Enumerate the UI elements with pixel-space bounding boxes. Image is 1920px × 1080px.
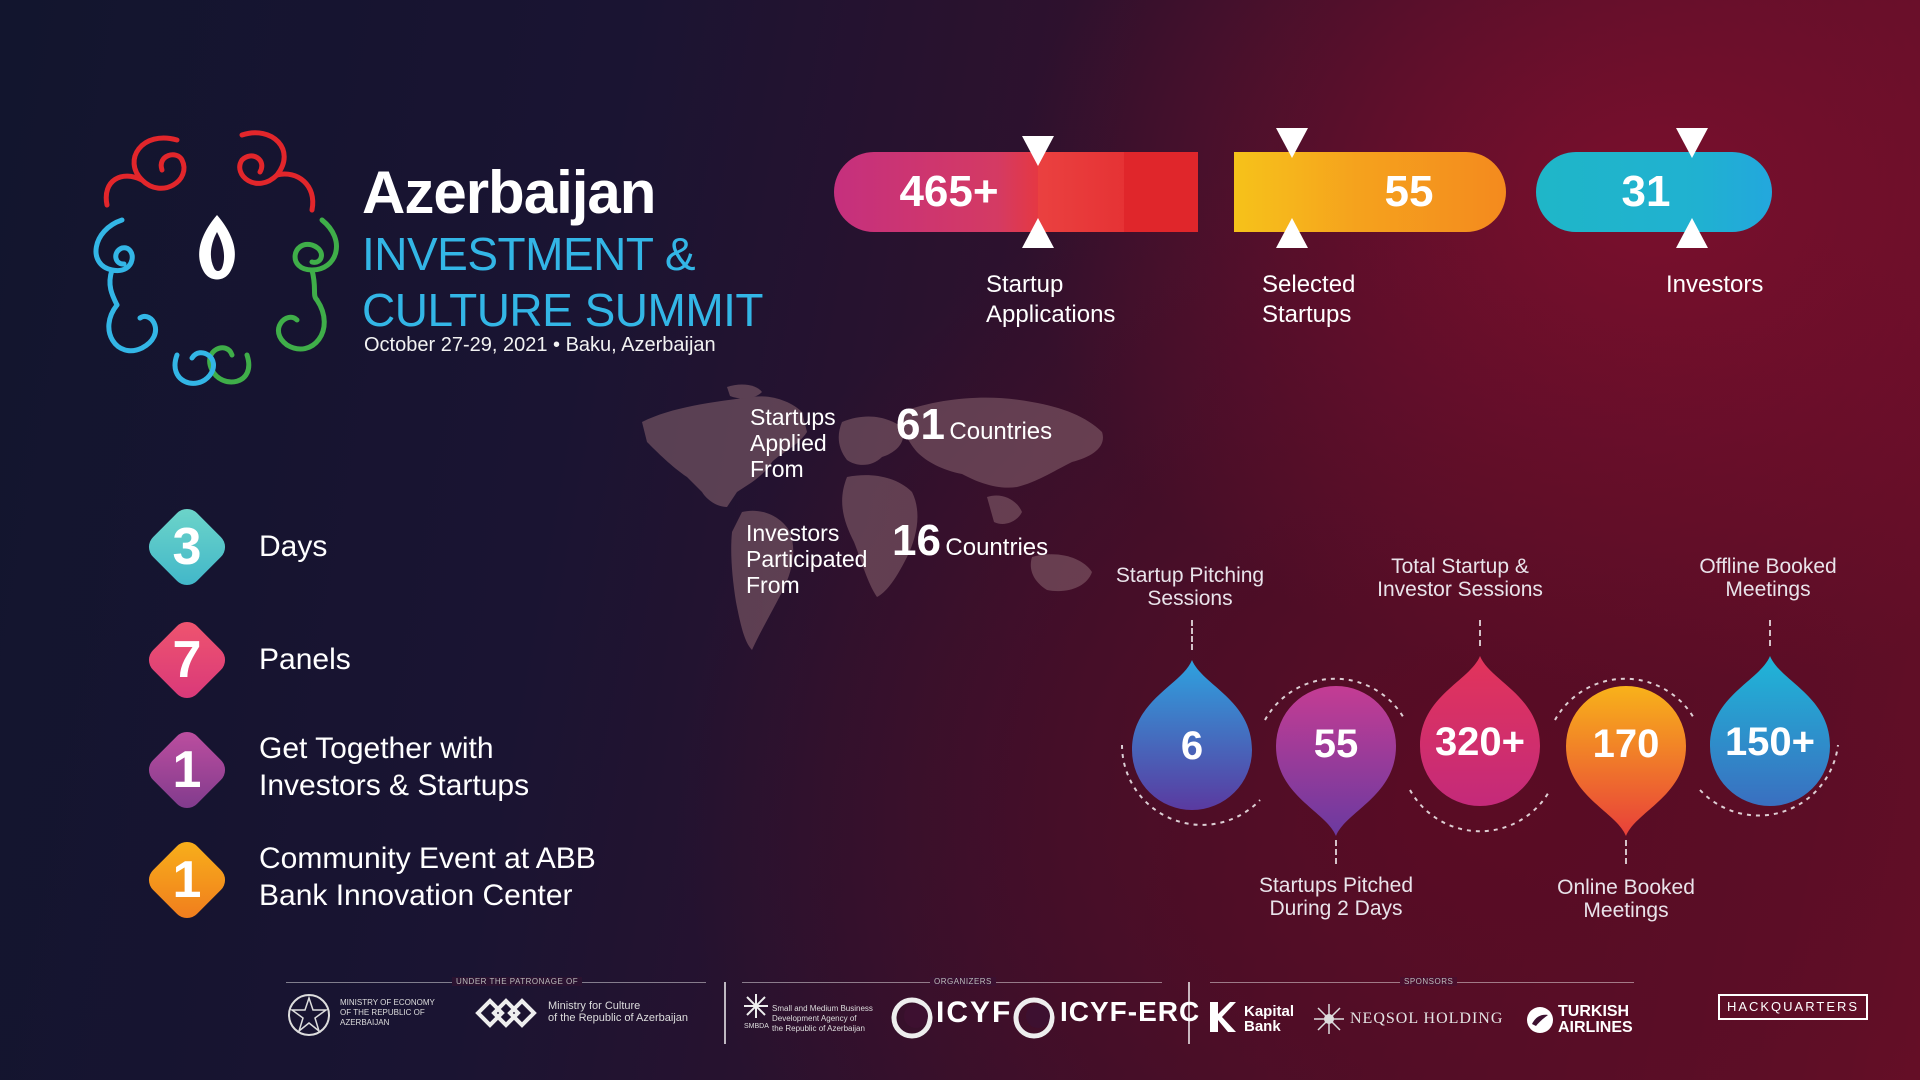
session-drop: 320+ bbox=[1420, 656, 1540, 806]
highlight-number: 1 bbox=[172, 741, 202, 799]
dashed-line bbox=[1191, 620, 1193, 650]
highlight-item: 1 Community Event at ABB Bank Innovation… bbox=[142, 835, 662, 925]
stat-value-selected: 55 bbox=[1384, 167, 1434, 216]
footer-caption-organizers: Organizers bbox=[930, 977, 996, 986]
countries-value-investors: 16 bbox=[892, 516, 941, 565]
footer-icyf-erc: ICYF-ERC bbox=[1060, 996, 1201, 1027]
footer-smb-agency: Small and Medium Business Development Ag… bbox=[772, 1004, 873, 1033]
event-subtitle: INVESTMENT & CULTURE SUMMIT bbox=[362, 226, 764, 338]
highlight-number: 3 bbox=[172, 518, 202, 576]
countries-stat-startups: 61 Countries bbox=[896, 400, 1052, 450]
session-value: 320+ bbox=[1434, 720, 1526, 764]
marker-up bbox=[1022, 218, 1054, 248]
highlight-number: 7 bbox=[172, 631, 202, 689]
session-drop: 170 bbox=[1566, 686, 1686, 836]
flame-icon bbox=[199, 215, 235, 280]
marker-down bbox=[1676, 128, 1708, 158]
countries-label-investors: Investors Participated From bbox=[746, 520, 868, 598]
session-label: Startup Pitching Sessions bbox=[1115, 564, 1265, 610]
event-date-location: October 27-29, 2021 • Baku, Azerbaijan bbox=[364, 334, 716, 356]
stat-label-selected: Selected Startups bbox=[1262, 271, 1356, 328]
event-subtitle-line1: INVESTMENT & bbox=[362, 228, 696, 280]
drop-shape bbox=[1276, 686, 1396, 836]
footer-kapital-bank: Kapital Bank bbox=[1244, 1003, 1295, 1035]
highlight-number: 1 bbox=[172, 851, 202, 909]
world-map-icon bbox=[642, 384, 1103, 650]
session-drop: 150+ bbox=[1710, 656, 1830, 806]
dashed-line bbox=[1625, 840, 1627, 864]
highlight-item: 1 Get Together with Investors & Startups bbox=[142, 725, 642, 815]
marker-down bbox=[1022, 136, 1054, 166]
highlight-item: 7 Panels bbox=[142, 615, 642, 705]
countries-stat-investors: 16 Countries bbox=[892, 516, 1048, 566]
footer-neqsol: NEQSOL HOLDING bbox=[1350, 1010, 1504, 1027]
event-title: Azerbaijan bbox=[362, 159, 656, 226]
session-drop: 6 bbox=[1132, 660, 1252, 810]
footer-caption-patronage: Under the patronage of bbox=[452, 977, 583, 986]
marker-up bbox=[1276, 218, 1308, 248]
highlight-label: Community Event at ABB Bank Innovation C… bbox=[259, 842, 596, 912]
drop-shape bbox=[1566, 686, 1686, 836]
stat-bar-applications: 465+ bbox=[834, 136, 1198, 248]
footer-ministry-economy: MINISTRY OF ECONOMY OF THE REPUBLIC OF A… bbox=[340, 998, 435, 1027]
summit-logo-icon bbox=[93, 130, 339, 386]
drops-connector bbox=[1121, 677, 1839, 833]
dashed-line bbox=[1335, 840, 1337, 864]
stat-label-investors: Investors bbox=[1666, 271, 1764, 298]
dashed-line bbox=[1769, 620, 1771, 646]
stat-bar-selected: 55 bbox=[1234, 128, 1506, 248]
highlight-label: Days bbox=[259, 530, 328, 563]
neqsol-sun-icon bbox=[1314, 1004, 1344, 1034]
footer-icyf: ICYF bbox=[936, 996, 1013, 1029]
stat-value-applications: 465+ bbox=[899, 167, 999, 216]
session-label: Total Startup & Investor Sessions bbox=[1377, 555, 1543, 601]
session-value: 170 bbox=[1592, 722, 1660, 766]
footer-separator bbox=[724, 982, 726, 1044]
stat-bar-investors: 31 bbox=[1536, 128, 1772, 248]
footer-hackquarters: HACKQUARTERS bbox=[1718, 994, 1868, 1020]
stat-label-applications: Startup Applications bbox=[986, 271, 1116, 328]
countries-unit-investors: Countries bbox=[945, 534, 1049, 561]
drop-shape bbox=[1420, 656, 1540, 806]
drop-shape bbox=[1132, 660, 1252, 810]
session-label: Startups Pitched During 2 Days bbox=[1258, 874, 1414, 920]
kapital-k-icon bbox=[1210, 1002, 1236, 1032]
footer-ministry-culture: Ministry for Culture of the Republic of … bbox=[548, 1000, 689, 1024]
session-value: 55 bbox=[1313, 722, 1359, 766]
ministry-emblem-icon bbox=[288, 994, 330, 1036]
highlight-item: 3 Days bbox=[142, 502, 642, 592]
culture-knot-icon bbox=[475, 998, 537, 1028]
footer-turkish-airlines: TURKISH AIRLINES bbox=[1558, 1003, 1633, 1036]
stat-value-investors: 31 bbox=[1621, 167, 1671, 216]
countries-unit-startups: Countries bbox=[949, 418, 1053, 445]
icyf-crescent-icon bbox=[891, 997, 933, 1039]
footer-smb-abbr: SMBDA bbox=[744, 1023, 769, 1030]
turkish-bird-icon bbox=[1527, 1007, 1553, 1033]
countries-label-startups: Startups Applied From bbox=[750, 404, 836, 482]
highlight-label: Get Together with Investors & Startups bbox=[259, 732, 530, 802]
countries-value-startups: 61 bbox=[896, 400, 945, 449]
marker-down bbox=[1276, 128, 1308, 158]
marker-up bbox=[1676, 218, 1708, 248]
session-label: Offline Booked Meetings bbox=[1699, 555, 1837, 601]
footer-separator bbox=[1188, 982, 1190, 1044]
dashed-line bbox=[1479, 620, 1481, 646]
session-drop: 55 bbox=[1276, 686, 1396, 836]
highlight-label: Panels bbox=[259, 643, 351, 676]
event-subtitle-line2: CULTURE SUMMIT bbox=[362, 284, 764, 336]
session-value: 150+ bbox=[1724, 720, 1816, 764]
session-label: Online Booked Meetings bbox=[1557, 876, 1695, 922]
footer-caption-sponsors: Sponsors bbox=[1400, 977, 1458, 986]
drop-shape bbox=[1710, 656, 1830, 806]
session-value: 6 bbox=[1180, 724, 1204, 768]
smb-star-icon bbox=[744, 994, 768, 1018]
icyf-crescent-icon bbox=[1013, 997, 1055, 1039]
